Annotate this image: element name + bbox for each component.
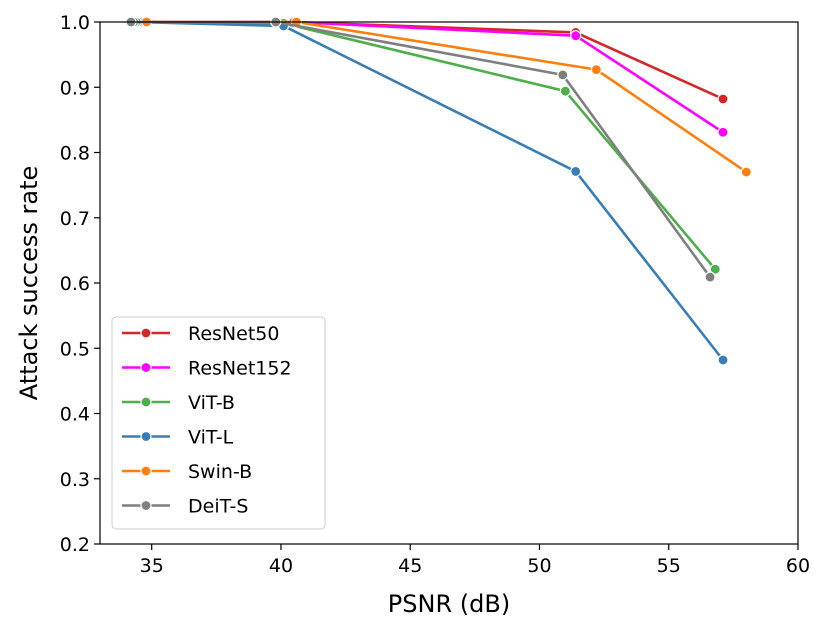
y-ticks: 0.2 0.3 0.4 0.5 0.6 0.7 0.8 0.9 1.0 bbox=[60, 12, 100, 556]
data-point bbox=[717, 354, 729, 366]
y-tick-label: 0.4 bbox=[60, 404, 90, 426]
series-lines bbox=[125, 16, 752, 366]
legend-marker bbox=[140, 327, 152, 339]
series-line bbox=[136, 20, 717, 271]
legend-label: ResNet152 bbox=[188, 358, 292, 380]
data-point bbox=[557, 69, 569, 81]
legend-marker bbox=[140, 499, 152, 512]
series-swin-b bbox=[140, 16, 752, 178]
data-point bbox=[559, 85, 571, 97]
legend-marker bbox=[140, 465, 152, 477]
legend-box bbox=[111, 316, 326, 530]
plot-frame bbox=[99, 21, 799, 545]
data-point bbox=[717, 126, 729, 138]
y-tick-label: 1.0 bbox=[60, 12, 90, 34]
legend-label: Swin-B bbox=[188, 461, 252, 483]
series-line bbox=[138, 20, 724, 134]
y-tick-label: 0.9 bbox=[60, 77, 90, 99]
y-tick-label: 0.2 bbox=[60, 534, 90, 556]
series-vit-b bbox=[130, 16, 721, 275]
series-line bbox=[133, 20, 725, 361]
x-tick-label: 50 bbox=[527, 555, 551, 577]
data-point bbox=[590, 64, 602, 76]
series-line bbox=[146, 20, 748, 174]
legend-label: ViT-L bbox=[188, 427, 234, 449]
legend-label: ResNet50 bbox=[188, 323, 279, 345]
x-tick-label: 40 bbox=[269, 555, 293, 577]
data-point bbox=[709, 263, 721, 275]
legend-marker bbox=[140, 361, 152, 374]
data-point bbox=[570, 30, 582, 42]
series-line bbox=[131, 20, 712, 278]
x-ticks: 35 40 45 50 55 60 bbox=[140, 544, 810, 577]
data-point bbox=[704, 271, 716, 283]
legend-marker bbox=[140, 396, 152, 408]
data-point bbox=[740, 166, 752, 178]
y-tick-label: 0.8 bbox=[60, 143, 90, 165]
data-point bbox=[570, 165, 582, 178]
x-tick-label: 60 bbox=[786, 555, 810, 577]
y-axis-label: Attack success rate bbox=[15, 166, 43, 401]
x-tick-label: 45 bbox=[398, 555, 422, 577]
y-tick-label: 0.3 bbox=[60, 469, 90, 491]
legend-label: ViT-B bbox=[188, 392, 235, 414]
series-vit-l bbox=[128, 16, 729, 366]
x-axis-label: PSNR (dB) bbox=[388, 590, 510, 618]
series-resnet50 bbox=[133, 16, 729, 105]
series-resnet152 bbox=[133, 16, 729, 138]
x-tick-label: 35 bbox=[140, 555, 164, 577]
legend-label: DeiT-S bbox=[188, 496, 248, 518]
y-tick-label: 0.5 bbox=[60, 338, 90, 360]
data-point bbox=[717, 93, 729, 105]
legend-marker bbox=[140, 430, 152, 443]
legend: ResNet50 ResNet152 ViT-B ViT-L Swin-B DeiT-S bbox=[111, 316, 326, 530]
y-tick-label: 0.7 bbox=[60, 208, 90, 230]
x-tick-label: 55 bbox=[657, 555, 681, 577]
series-line bbox=[138, 20, 724, 101]
y-tick-label: 0.6 bbox=[60, 273, 90, 295]
